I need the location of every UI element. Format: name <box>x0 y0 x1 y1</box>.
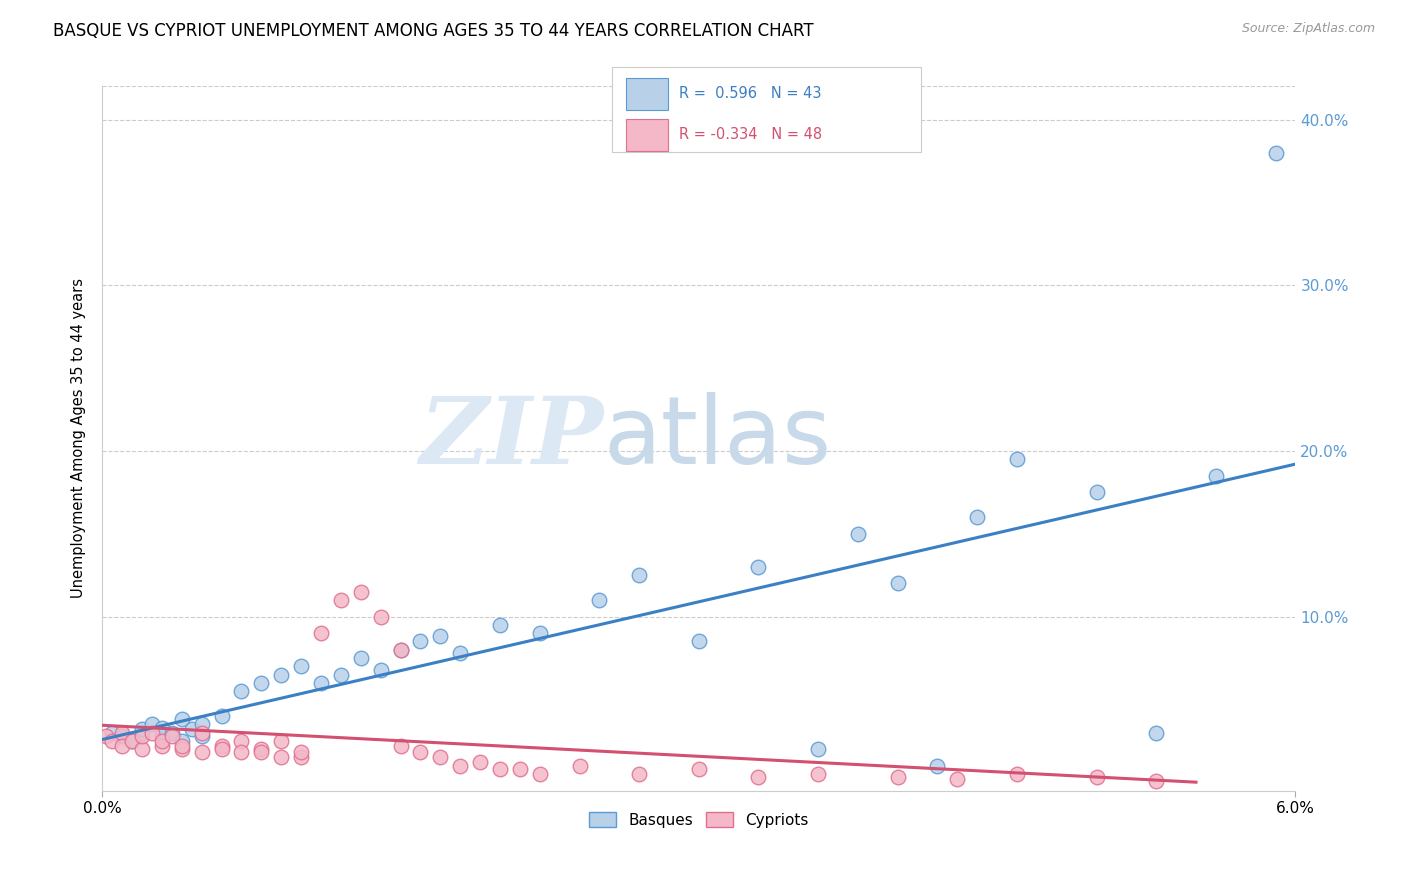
Point <box>190 725 212 739</box>
Text: BASQUE VS CYPRIOT UNEMPLOYMENT AMONG AGES 35 TO 44 YEARS CORRELATION CHART: BASQUE VS CYPRIOT UNEMPLOYMENT AMONG AGE… <box>53 22 814 40</box>
Point <box>886 576 908 591</box>
Point <box>231 734 253 748</box>
Point <box>568 758 591 772</box>
Point <box>429 750 451 764</box>
Point <box>270 734 292 748</box>
Point <box>389 642 412 657</box>
Point <box>1264 145 1286 160</box>
Point <box>329 593 352 607</box>
Point <box>111 725 134 739</box>
Point <box>489 618 512 632</box>
Point <box>170 739 193 753</box>
Point <box>290 750 312 764</box>
Point <box>211 709 233 723</box>
Point <box>211 739 233 753</box>
Point <box>96 729 118 743</box>
Point <box>489 762 512 776</box>
Point <box>190 729 212 743</box>
Point <box>468 756 491 770</box>
Point <box>141 717 163 731</box>
Text: Source: ZipAtlas.com: Source: ZipAtlas.com <box>1241 22 1375 36</box>
Point <box>1085 485 1108 500</box>
Point <box>370 609 392 624</box>
Point <box>150 729 173 743</box>
Point <box>270 667 292 681</box>
Point <box>628 568 651 582</box>
Point <box>1205 468 1227 483</box>
Point <box>270 750 292 764</box>
Point <box>190 717 212 731</box>
Point <box>250 746 273 760</box>
Point <box>350 651 373 665</box>
Point <box>688 634 710 648</box>
Point <box>131 725 153 739</box>
Point <box>309 626 332 640</box>
Y-axis label: Unemployment Among Ages 35 to 44 years: Unemployment Among Ages 35 to 44 years <box>72 278 86 599</box>
Point <box>121 734 143 748</box>
Text: ZIP: ZIP <box>419 393 603 483</box>
Point <box>389 739 412 753</box>
Point <box>370 663 392 677</box>
Point <box>141 725 163 739</box>
Point <box>529 767 551 781</box>
Text: atlas: atlas <box>603 392 831 484</box>
Point <box>180 723 202 737</box>
Point <box>807 767 830 781</box>
Point <box>429 630 451 644</box>
Point <box>449 646 471 660</box>
Text: R = -0.334   N = 48: R = -0.334 N = 48 <box>679 128 823 142</box>
Point <box>211 742 233 756</box>
Point <box>946 772 969 786</box>
Point <box>1005 452 1028 467</box>
Point <box>409 746 432 760</box>
Point <box>170 734 193 748</box>
Point <box>131 723 153 737</box>
Point <box>807 742 830 756</box>
Point <box>688 762 710 776</box>
Legend: Basques, Cypriots: Basques, Cypriots <box>583 805 815 834</box>
Point <box>389 642 412 657</box>
Point <box>111 729 134 743</box>
Point <box>150 734 173 748</box>
Point <box>111 739 134 753</box>
Point <box>927 758 949 772</box>
Point <box>160 729 183 743</box>
Point <box>846 526 869 541</box>
Point <box>628 767 651 781</box>
Point <box>231 746 253 760</box>
Point <box>190 746 212 760</box>
Point <box>131 729 153 743</box>
Point <box>350 584 373 599</box>
Point <box>449 758 471 772</box>
Point <box>1144 773 1167 788</box>
Point <box>231 684 253 698</box>
Point <box>329 667 352 681</box>
Point <box>747 770 769 784</box>
Point <box>309 676 332 690</box>
Point <box>747 560 769 574</box>
Point <box>170 712 193 726</box>
Point <box>588 593 610 607</box>
Point <box>170 742 193 756</box>
Point <box>1005 767 1028 781</box>
Point <box>1085 770 1108 784</box>
Point <box>250 742 273 756</box>
Point <box>966 510 988 524</box>
Point <box>509 762 531 776</box>
Point <box>1144 725 1167 739</box>
Point <box>150 739 173 753</box>
Point <box>250 676 273 690</box>
Point <box>290 659 312 673</box>
Point <box>160 725 183 739</box>
Point <box>101 734 124 748</box>
Point <box>150 721 173 735</box>
Point <box>409 634 432 648</box>
Point <box>131 742 153 756</box>
Point <box>886 770 908 784</box>
Point <box>101 725 124 739</box>
Point <box>529 626 551 640</box>
Point <box>290 746 312 760</box>
Point <box>121 734 143 748</box>
Text: R =  0.596   N = 43: R = 0.596 N = 43 <box>679 87 821 101</box>
